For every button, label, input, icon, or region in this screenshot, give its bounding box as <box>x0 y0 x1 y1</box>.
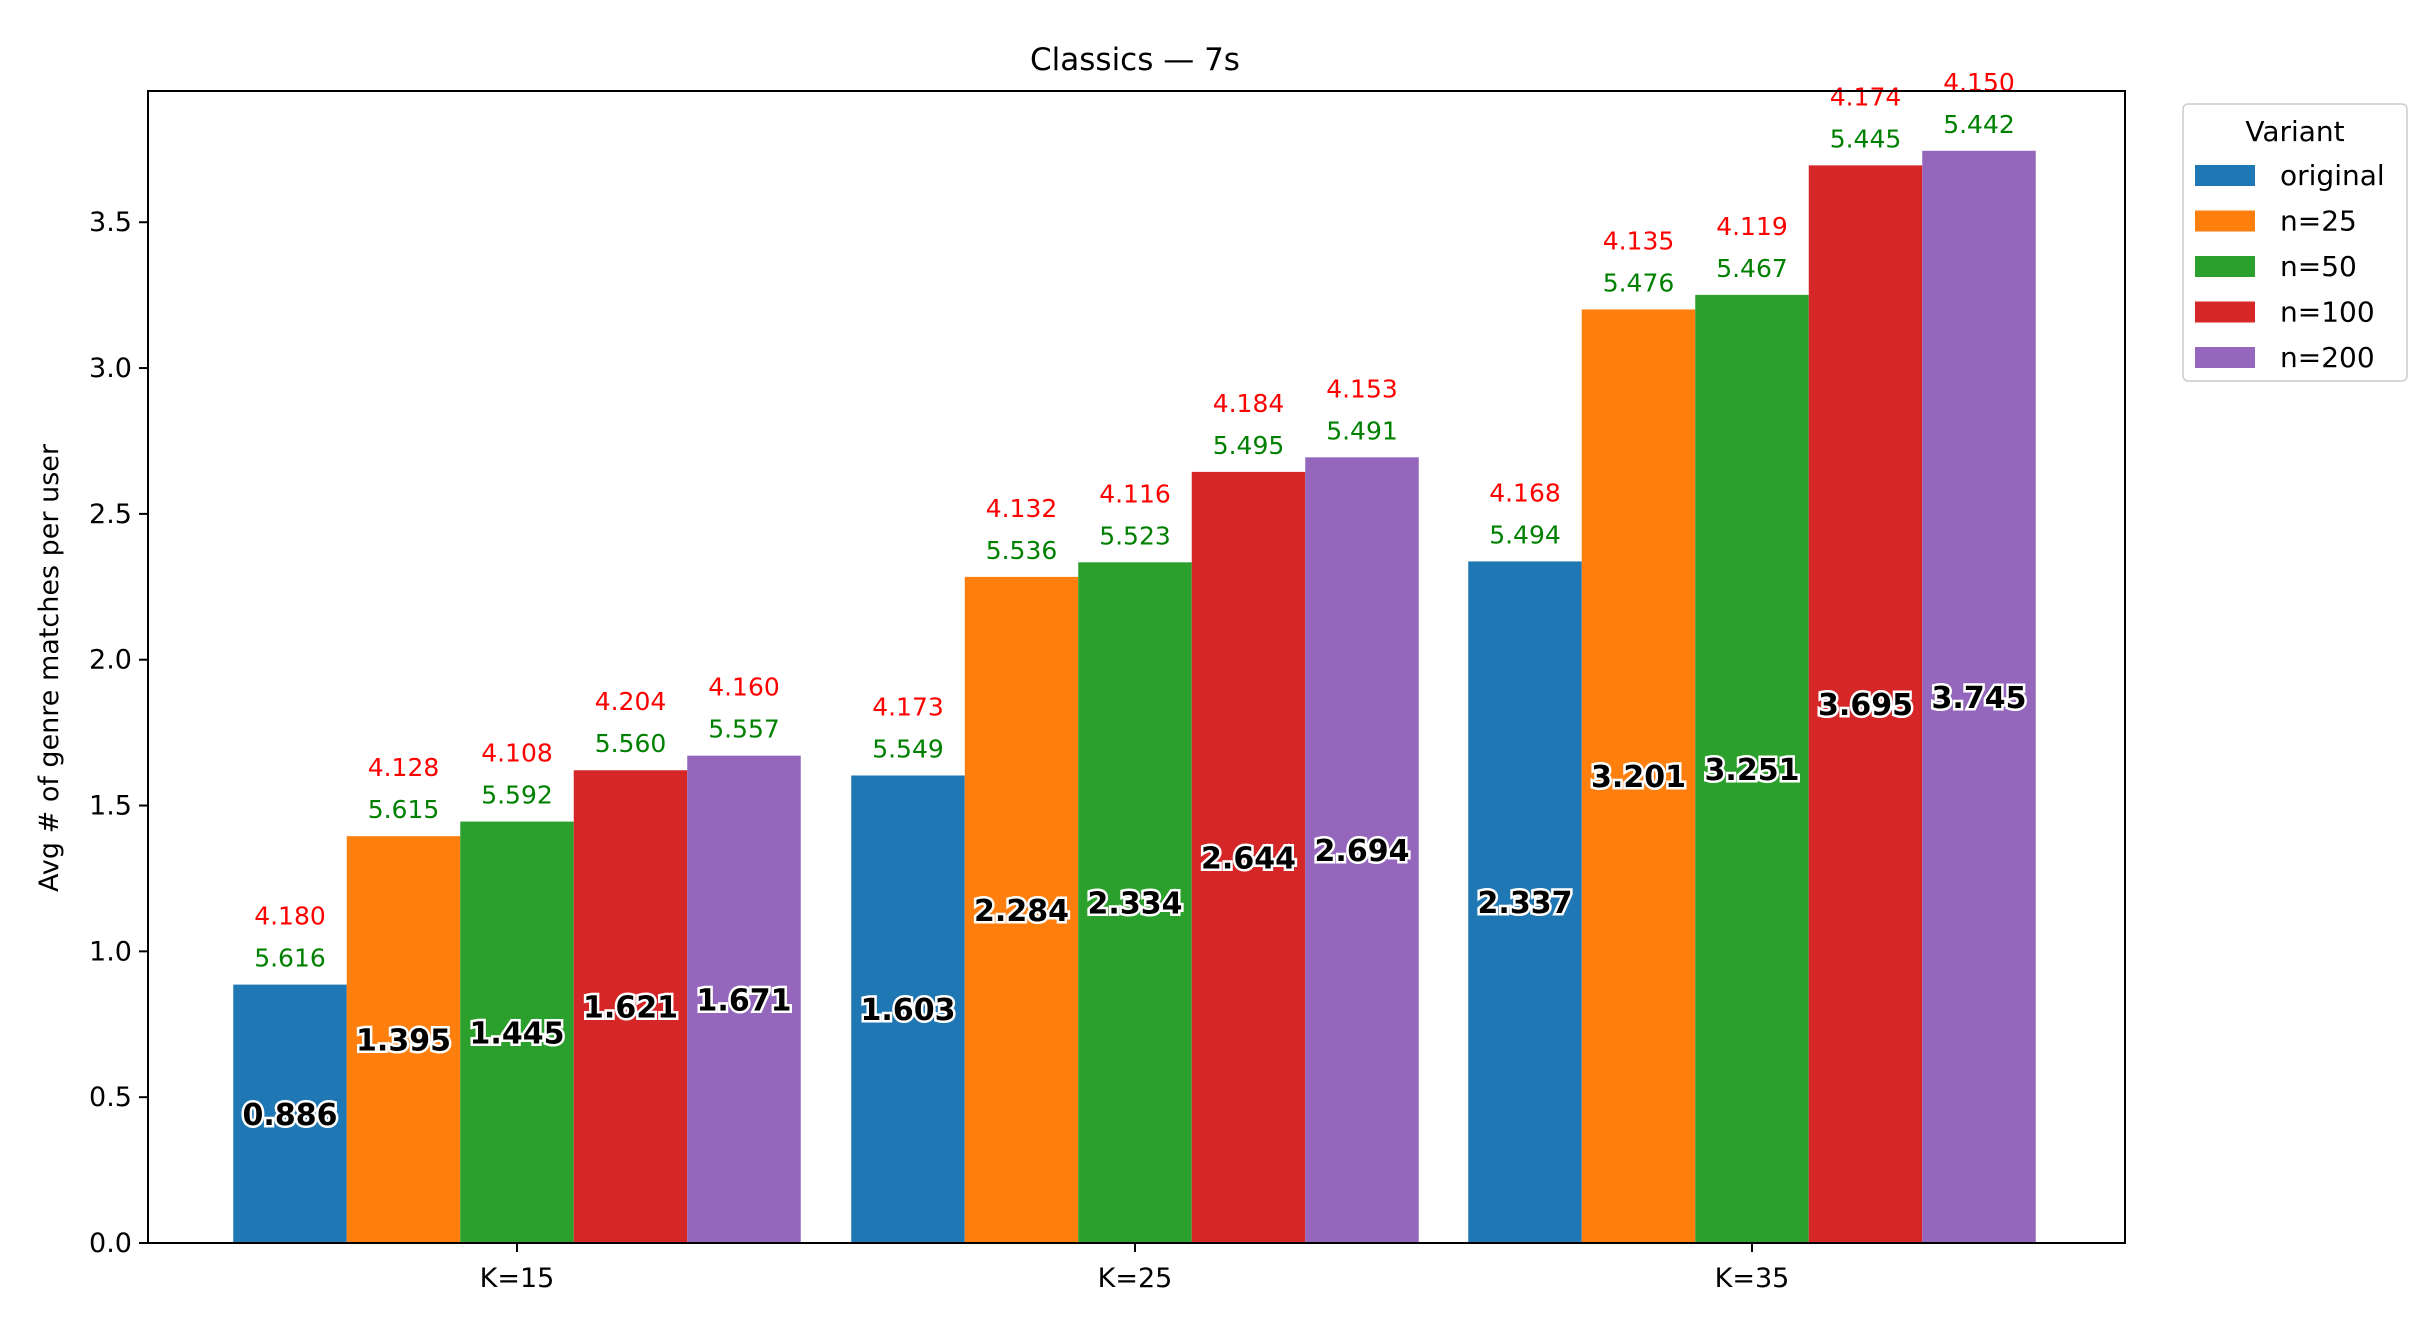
legend-label-n=100: n=100 <box>2280 296 2375 329</box>
bar-value-label: 2.284 <box>974 894 1069 929</box>
red-annotation: 4.150 <box>1943 68 2015 97</box>
plot-frame <box>147 90 2126 1244</box>
bar-value-label: 0.886 <box>243 1098 338 1133</box>
green-annotation: 5.549 <box>872 734 944 763</box>
bar-original-K=25 <box>851 775 965 1243</box>
y-tick-label: 0.0 <box>89 1228 132 1259</box>
bar-n=50-K=25 <box>1078 562 1192 1243</box>
bar-n=25-K=25 <box>964 576 1079 1243</box>
bar-original-K=35 <box>1468 561 1582 1243</box>
red-annotation: 4.116 <box>1099 479 1171 508</box>
legend-title: Variant <box>2245 115 2344 148</box>
bar-original-K=15 <box>233 984 347 1243</box>
green-annotation: 5.491 <box>1326 416 1398 445</box>
green-annotation: 5.495 <box>1213 431 1285 460</box>
red-annotation: 4.173 <box>872 692 944 721</box>
legend-swatch-original <box>2195 165 2255 186</box>
y-tick-label: 1.0 <box>89 936 132 967</box>
axes-layer: 0.0 0.5 1.0 1.5 2.0 2.5 3.0 3.5 K=15 K=25 K=35 <box>89 90 2126 1294</box>
bar-n=200-K=15 <box>687 755 801 1243</box>
bar-n=50-K=15 <box>460 821 574 1243</box>
bar-n=100-K=35 <box>1808 165 1923 1243</box>
red-annotation: 4.135 <box>1603 226 1675 255</box>
green-annotation: 5.494 <box>1489 520 1561 549</box>
bar-value-label: 1.395 <box>356 1024 451 1059</box>
bar-value-label: 1.671 <box>697 983 792 1018</box>
labels-layer: 0.886 5.616 4.180 1.603 5.549 4.173 2.337 5.494… <box>240 68 2029 1136</box>
red-annotation: 4.128 <box>368 753 440 782</box>
red-annotation: 4.160 <box>708 673 780 702</box>
x-tick-label: K=35 <box>1715 1263 1790 1294</box>
bar-value-label: 3.251 <box>1705 753 1800 788</box>
bar-value-label: 1.603 <box>861 993 956 1028</box>
bar-n=50-K=35 <box>1695 294 1809 1244</box>
green-annotation: 5.442 <box>1943 110 2015 139</box>
bar-n=200-K=25 <box>1305 457 1419 1243</box>
y-tick-label: 1.5 <box>89 791 132 822</box>
bar-n=200-K=35 <box>1922 150 2036 1243</box>
red-annotation: 4.204 <box>595 687 667 716</box>
bar-n=25-K=35 <box>1581 309 1696 1244</box>
bars-layer <box>233 150 2036 1244</box>
bar-value-label: 3.745 <box>1932 681 2027 716</box>
x-tick-label: K=25 <box>1098 1263 1173 1294</box>
legend-swatch-n=200 <box>2195 347 2255 368</box>
legend: Variant original n=25 n=50 n=100 n=200 <box>2182 103 2408 382</box>
bar-n=100-K=15 <box>573 770 688 1243</box>
red-annotation: 4.108 <box>481 739 553 768</box>
green-annotation: 5.616 <box>254 944 326 973</box>
legend-swatch-n=50 <box>2195 256 2255 277</box>
bar-value-label: 3.695 <box>1818 688 1913 723</box>
red-annotation: 4.180 <box>254 902 326 931</box>
bar-value-label: 3.201 <box>1591 760 1686 795</box>
y-tick-label: 3.0 <box>89 353 132 384</box>
y-tick-label: 2.5 <box>89 499 132 530</box>
green-annotation: 5.592 <box>481 781 553 810</box>
bar-value-label: 1.621 <box>583 991 678 1026</box>
bar-value-label: 2.334 <box>1088 887 1183 922</box>
green-annotation: 5.523 <box>1099 521 1171 550</box>
green-annotation: 5.560 <box>595 729 667 758</box>
red-annotation: 4.168 <box>1489 478 1561 507</box>
y-tick-label: 2.0 <box>89 645 132 676</box>
y-tick-label: 0.5 <box>89 1082 132 1113</box>
bar-value-label: 1.445 <box>470 1016 565 1051</box>
y-tick-label: 3.5 <box>89 207 132 238</box>
bar-value-label: 2.694 <box>1315 834 1410 869</box>
green-annotation: 5.536 <box>986 536 1058 565</box>
bar-value-label: 2.337 <box>1478 886 1573 921</box>
red-annotation: 4.153 <box>1326 374 1398 403</box>
x-tick-label: K=15 <box>480 1263 555 1294</box>
green-annotation: 5.467 <box>1716 254 1788 283</box>
bar-value-label: 2.644 <box>1201 841 1296 876</box>
legend-swatch-n=25 <box>2195 210 2255 232</box>
chart-title: Classics — 7s <box>1030 42 1240 78</box>
bar-n=100-K=25 <box>1191 471 1306 1243</box>
red-annotation: 4.119 <box>1716 212 1788 241</box>
y-axis-label: Avg # of genre matches per user <box>34 443 65 892</box>
bar-n=25-K=15 <box>346 836 461 1243</box>
red-annotation: 4.174 <box>1830 82 1902 111</box>
legend-label-original: original <box>2280 159 2385 192</box>
legend-label-n=25: n=25 <box>2280 205 2357 238</box>
red-annotation: 4.132 <box>986 494 1058 523</box>
green-annotation: 5.476 <box>1603 268 1675 297</box>
green-annotation: 5.615 <box>368 795 440 824</box>
legend-swatch-n=100 <box>2195 301 2255 323</box>
red-annotation: 4.184 <box>1213 389 1285 418</box>
green-annotation: 5.557 <box>708 715 780 744</box>
green-annotation: 5.445 <box>1830 124 1902 153</box>
legend-label-n=200: n=200 <box>2280 341 2375 374</box>
legend-label-n=50: n=50 <box>2280 250 2357 283</box>
